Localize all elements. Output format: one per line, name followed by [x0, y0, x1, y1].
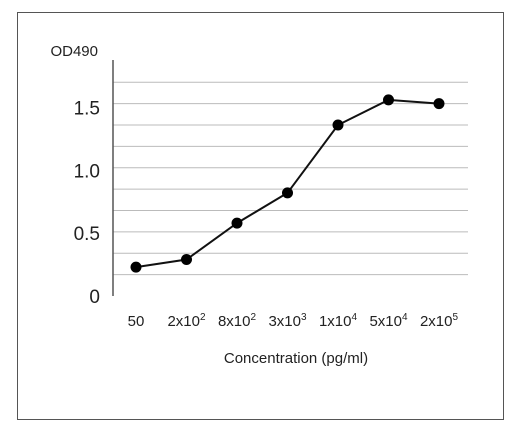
- x-tick-label: 1x104: [319, 312, 358, 330]
- x-tick-exponent: 5: [452, 312, 458, 323]
- data-point: [231, 217, 243, 229]
- data-points: [130, 94, 445, 273]
- y-tick-label: 1.0: [74, 161, 100, 182]
- data-point: [130, 261, 142, 273]
- x-tick-exponent: 4: [351, 312, 357, 323]
- gridlines: [113, 81, 468, 276]
- data-point: [282, 187, 293, 199]
- data-point: [181, 254, 192, 266]
- y-axis-label: OD490: [50, 43, 98, 60]
- x-tick-label: 8x102: [218, 312, 257, 330]
- data-point: [383, 94, 394, 106]
- x-tick-label: 50: [128, 313, 145, 330]
- y-tick-label: 0: [89, 287, 100, 308]
- x-tick-labels: 50 2x102 8x102 3x103 1x104 5x104 2x105: [128, 312, 459, 330]
- y-tick-label: 0.5: [74, 224, 100, 245]
- x-axis-label: Concentration (pg/ml): [224, 350, 368, 367]
- data-point: [433, 98, 445, 110]
- y-tick-labels: 0 0.5 1.0 1.5: [74, 98, 100, 308]
- figure-frame: [17, 12, 504, 420]
- data-point: [332, 119, 344, 131]
- x-tick-exponent: 4: [402, 312, 408, 323]
- x-tick-exponent: 2: [200, 312, 206, 323]
- x-tick-exponent: 2: [250, 312, 256, 323]
- x-tick-label: 2x102: [167, 312, 206, 330]
- x-tick-exponent: 3: [301, 312, 307, 323]
- x-tick-label: 3x103: [268, 312, 307, 330]
- x-tick-label: 5x104: [369, 312, 408, 330]
- x-tick-label: 2x105: [420, 312, 459, 330]
- y-tick-label: 1.5: [74, 98, 100, 119]
